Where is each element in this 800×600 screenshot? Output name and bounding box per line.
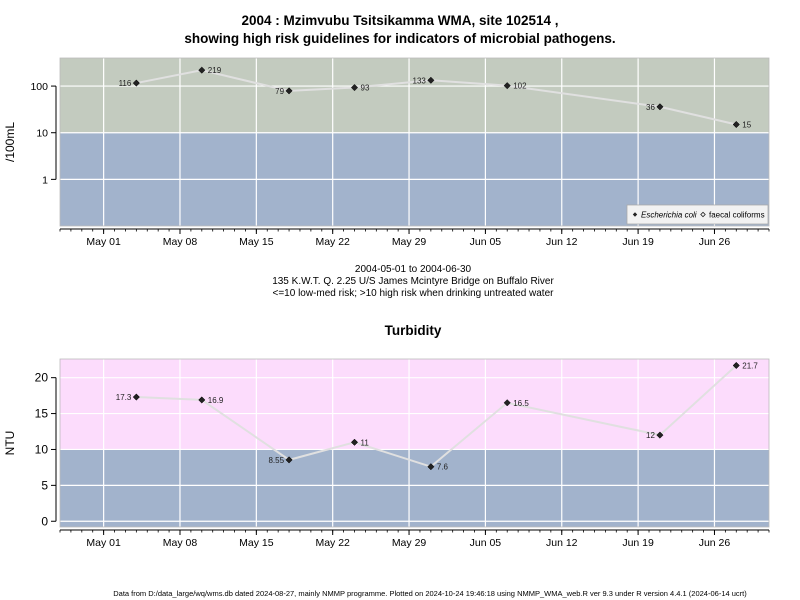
ecoli-series-line: [136, 69, 737, 126]
legend-label-faecal: faecal coliforms: [709, 211, 765, 220]
turbidity-data-point: [732, 361, 740, 370]
ecoli-data-point: [198, 66, 206, 74]
ecoli-data-label: 116: [119, 79, 132, 88]
turbidity-y-tick-label: 0: [41, 514, 48, 528]
turbidity-data-label: 21.7: [742, 361, 758, 370]
ecoli-data-point: [427, 76, 435, 84]
ecoli-data-label: 93: [361, 84, 370, 93]
turbidity-y-axis-label: NTU: [3, 431, 17, 456]
ecoli-x-tick-label: Jun 12: [546, 236, 578, 248]
turbidity-data-label: 8.55: [268, 456, 284, 465]
legend-marker-ecoli: [632, 212, 638, 217]
turbidity-data-label: 16.5: [513, 399, 529, 408]
turbidity-data-point: [503, 399, 511, 407]
ecoli-data-label: 133: [413, 76, 427, 85]
ecoli-data-point: [503, 82, 511, 90]
ecoli-x-tick-label: May 22: [315, 236, 350, 248]
turbidity-data-label: 7.6: [437, 463, 449, 472]
turbidity-y-tick-label: 5: [41, 478, 48, 492]
ecoli-data-label: 219: [208, 66, 222, 75]
turbidity-y-tick-label: 10: [35, 442, 49, 456]
site-caption: 135 K.W.T. Q. 2.25 U/S James Mcintyre Br…: [272, 276, 554, 287]
legend-box: [626, 204, 769, 225]
turbidity-data-point: [198, 396, 206, 404]
ecoli-data-label: 79: [275, 87, 284, 96]
ecoli-plot-frame: [59, 57, 770, 227]
turbidity-y-tick-label: 20: [35, 371, 49, 385]
ecoli-x-tick-label: May 01: [86, 236, 121, 248]
ecoli-data-point: [132, 79, 140, 87]
ecoli-data-label: 36: [646, 103, 655, 112]
ecoli-x-tick-label: May 15: [239, 236, 274, 248]
turbidity-x-tick-label: May 15: [239, 537, 274, 549]
turbidity-x-tick-label: May 29: [392, 537, 427, 549]
turbidity-x-tick-label: May 22: [315, 537, 350, 549]
ecoli-data-point: [656, 103, 664, 111]
turbidity-x-tick-label: May 01: [86, 537, 121, 549]
turbidity-data-point: [427, 463, 435, 471]
turbidity-data-point: [285, 456, 293, 464]
legend-label-ecoli: Escherichia coli: [641, 211, 697, 220]
guideline-caption: <=10 low-med risk; >10 high risk when dr…: [272, 288, 554, 299]
date-range-caption: 2004-05-01 to 2004-06-30: [354, 264, 472, 275]
chart-title-line-1: 2004 : Mzimvubu Tsitsikamma WMA, site 10…: [241, 13, 559, 28]
ecoli-x-tick-label: Jun 19: [622, 236, 654, 248]
turbidity-chart-title: Turbidity: [384, 323, 442, 338]
turbidity-x-tick-label: Jun 05: [470, 537, 502, 549]
turbidity-x-tick-label: May 08: [163, 537, 198, 549]
turbidity-data-label: 12: [646, 431, 655, 440]
ecoli-high-risk-band: [60, 58, 769, 133]
turbidity-data-point: [656, 431, 664, 439]
turbidity-y-tick-label: 15: [35, 407, 49, 421]
ecoli-data-label: 102: [513, 82, 527, 91]
turbidity-x-tick-label: Jun 12: [546, 537, 578, 549]
ecoli-y-axis-label: /100mL: [3, 122, 17, 162]
legend-marker-faecal: [700, 211, 706, 218]
turbidity-series-line: [136, 364, 737, 468]
turbidity-data-label: 16.9: [208, 396, 224, 405]
ecoli-x-tick-label: May 08: [163, 236, 198, 248]
ecoli-x-tick-label: May 29: [392, 236, 427, 248]
turbidity-data-label: 17.3: [116, 393, 132, 402]
ecoli-y-tick-label: 1: [42, 174, 48, 186]
ecoli-x-tick-label: Jun 26: [699, 236, 731, 248]
ecoli-data-point: [350, 83, 359, 92]
turbidity-x-tick-label: Jun 19: [622, 537, 654, 549]
turbidity-plot-frame: [59, 358, 770, 528]
ecoli-x-tick-label: Jun 05: [470, 236, 502, 248]
footer-note: Data from D:/data_large/wq/wms.db dated …: [113, 589, 747, 598]
turbidity-high-risk-band: [60, 359, 769, 450]
ecoli-data-point: [732, 120, 740, 129]
ecoli-y-tick-label: 10: [36, 128, 48, 140]
chart-title-line-2: showing high risk guidelines for indicat…: [184, 31, 616, 46]
ecoli-data-label: 15: [742, 121, 751, 130]
ecoli-y-tick-label: 100: [30, 81, 48, 93]
turbidity-data-point: [350, 438, 359, 446]
turbidity-x-tick-label: Jun 26: [699, 537, 731, 549]
turbidity-data-label: 11: [361, 438, 370, 447]
turbidity-data-point: [132, 393, 140, 401]
ecoli-data-point: [285, 87, 293, 95]
